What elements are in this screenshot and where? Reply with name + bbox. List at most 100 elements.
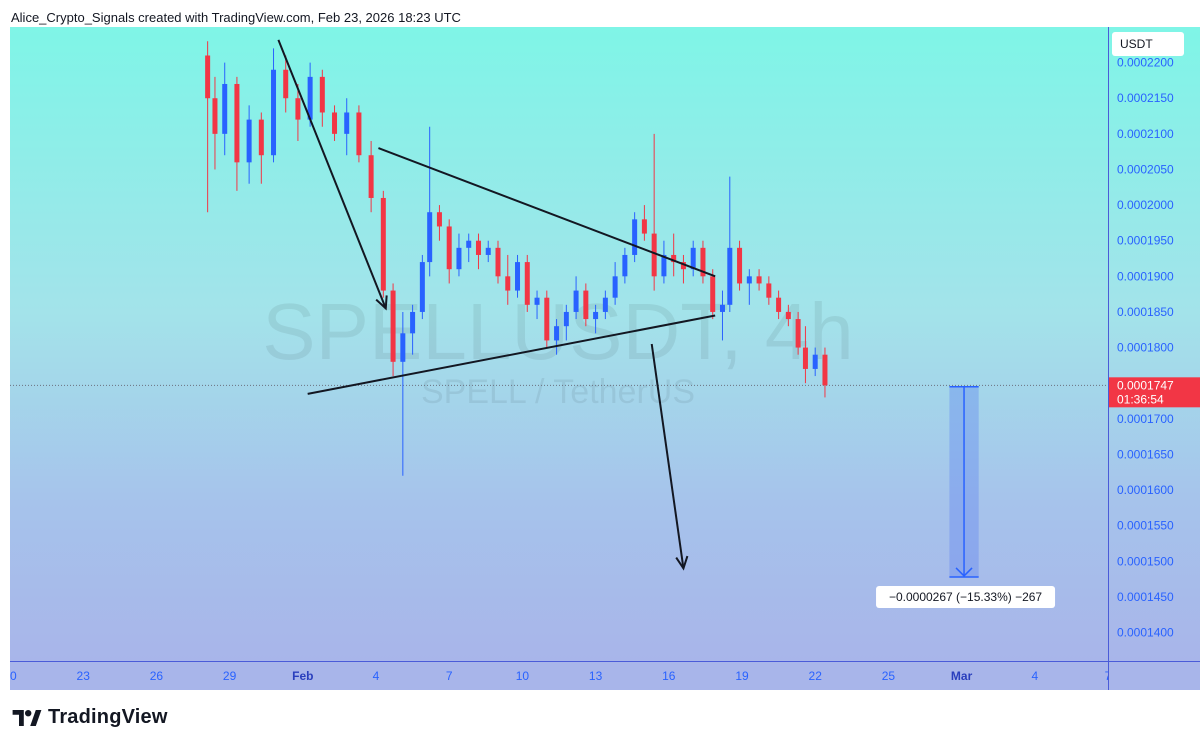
time-tick-label: 13	[589, 669, 603, 683]
candle-body	[776, 297, 782, 312]
candle-body	[573, 290, 579, 312]
time-tick-label: 19	[735, 669, 749, 683]
arrow-drawing	[650, 343, 689, 571]
arrow-head	[375, 295, 388, 311]
candle-body	[524, 262, 530, 305]
price-tick-label: 0.0002200	[1117, 56, 1174, 70]
candle	[475, 233, 481, 270]
price-tick-label: 0.0001550	[1117, 519, 1174, 533]
candle	[356, 105, 362, 163]
candle-body	[746, 276, 752, 284]
candle	[515, 254, 521, 298]
candle	[212, 76, 218, 170]
candle-body	[554, 326, 560, 341]
tradingview-logo[interactable]: TradingView	[12, 706, 168, 729]
time-tick-label: 10	[516, 669, 530, 683]
candle	[661, 240, 667, 284]
candle-body	[295, 98, 301, 120]
time-axis[interactable]: 0232629Feb47101316192225Mar4710	[10, 661, 1188, 690]
candle	[700, 240, 706, 284]
candlestick-chart[interactable]: SPELLUSDT, 4h SPELL / TetherUS −0.000026…	[10, 27, 1108, 661]
candle-body	[632, 219, 638, 255]
candle-body	[544, 297, 550, 341]
time-tick-label: 26	[150, 669, 164, 683]
candle-body	[583, 290, 589, 320]
candle	[410, 304, 416, 355]
price-tick-label: 0.0001650	[1117, 447, 1174, 461]
candle	[307, 62, 313, 127]
chart-area[interactable]: SPELLUSDT, 4h SPELL / TetherUS −0.000026…	[10, 27, 1108, 661]
candle	[632, 212, 638, 263]
price-tick-label: 0.0002050	[1117, 162, 1174, 176]
candle	[563, 304, 569, 341]
candle	[332, 105, 338, 141]
time-tick-label: 4	[373, 669, 380, 683]
candle-body	[612, 276, 618, 298]
candle-body	[485, 247, 491, 255]
tradingview-brand: TradingView	[48, 706, 168, 728]
candle-body	[802, 347, 808, 369]
time-tick-label: 16	[662, 669, 676, 683]
candle-body	[622, 254, 628, 277]
candle	[271, 48, 277, 163]
candle-body	[222, 83, 228, 134]
candle-body	[307, 76, 313, 120]
candle-body	[727, 247, 733, 305]
candle	[234, 76, 240, 191]
candle-body	[766, 283, 772, 298]
candle-body	[466, 240, 472, 248]
candle-body	[368, 155, 374, 198]
candle	[822, 347, 828, 398]
time-axis-svg: 0232629Feb47101316192225Mar4710	[10, 669, 1188, 683]
time-tick-label: 23	[77, 669, 91, 683]
price-range-label-box	[876, 585, 1056, 608]
candle	[380, 190, 386, 298]
candle	[446, 219, 452, 284]
candle-body	[258, 119, 264, 156]
time-tick-label: 22	[809, 669, 823, 683]
current-price-bg	[1109, 377, 1200, 408]
candle	[295, 83, 301, 141]
candle	[222, 62, 228, 156]
candle	[776, 290, 782, 320]
arrow-shaft	[277, 39, 387, 309]
candle-body	[495, 247, 501, 277]
candle-body	[700, 247, 706, 277]
candle-body	[344, 112, 350, 134]
candle-body	[812, 354, 818, 369]
candle	[583, 283, 589, 327]
time-tick-label: 29	[223, 669, 237, 683]
candle	[593, 304, 599, 334]
candle-body	[400, 333, 406, 362]
price-range-label: −0.0000267 (−15.33%) −267	[889, 590, 1042, 604]
candle	[485, 240, 491, 263]
current-price-countdown: 01:36:54	[1117, 392, 1164, 406]
candle	[554, 319, 560, 355]
candles-group	[205, 41, 828, 476]
candle-body	[756, 276, 762, 284]
candle	[785, 304, 791, 327]
time-tick-label: 0	[10, 669, 17, 683]
candle	[612, 262, 618, 305]
candle-body	[671, 254, 677, 263]
candle-body	[505, 276, 511, 291]
price-tick-label: 0.0002000	[1117, 198, 1174, 212]
candle	[456, 233, 462, 277]
currency-selector[interactable]: USDT	[1112, 32, 1184, 56]
candle-body	[356, 112, 362, 156]
candle	[246, 105, 252, 184]
price-tick-label: 0.0001700	[1117, 412, 1174, 426]
candle	[400, 311, 406, 476]
price-tick-label: 0.0002150	[1117, 91, 1174, 105]
candle	[495, 240, 501, 284]
price-axis[interactable]: 0.0002200 0.0002150 0.0002100 0.0002050 0.00…	[1108, 27, 1200, 661]
candle	[544, 290, 550, 348]
axis-corner	[1108, 661, 1200, 690]
candle	[390, 283, 396, 377]
candle	[283, 55, 289, 113]
candle-body	[456, 247, 462, 270]
candle-body	[205, 55, 211, 99]
candle	[205, 41, 211, 213]
price-tick-label: 0.0001450	[1117, 590, 1174, 604]
candle	[802, 326, 808, 384]
